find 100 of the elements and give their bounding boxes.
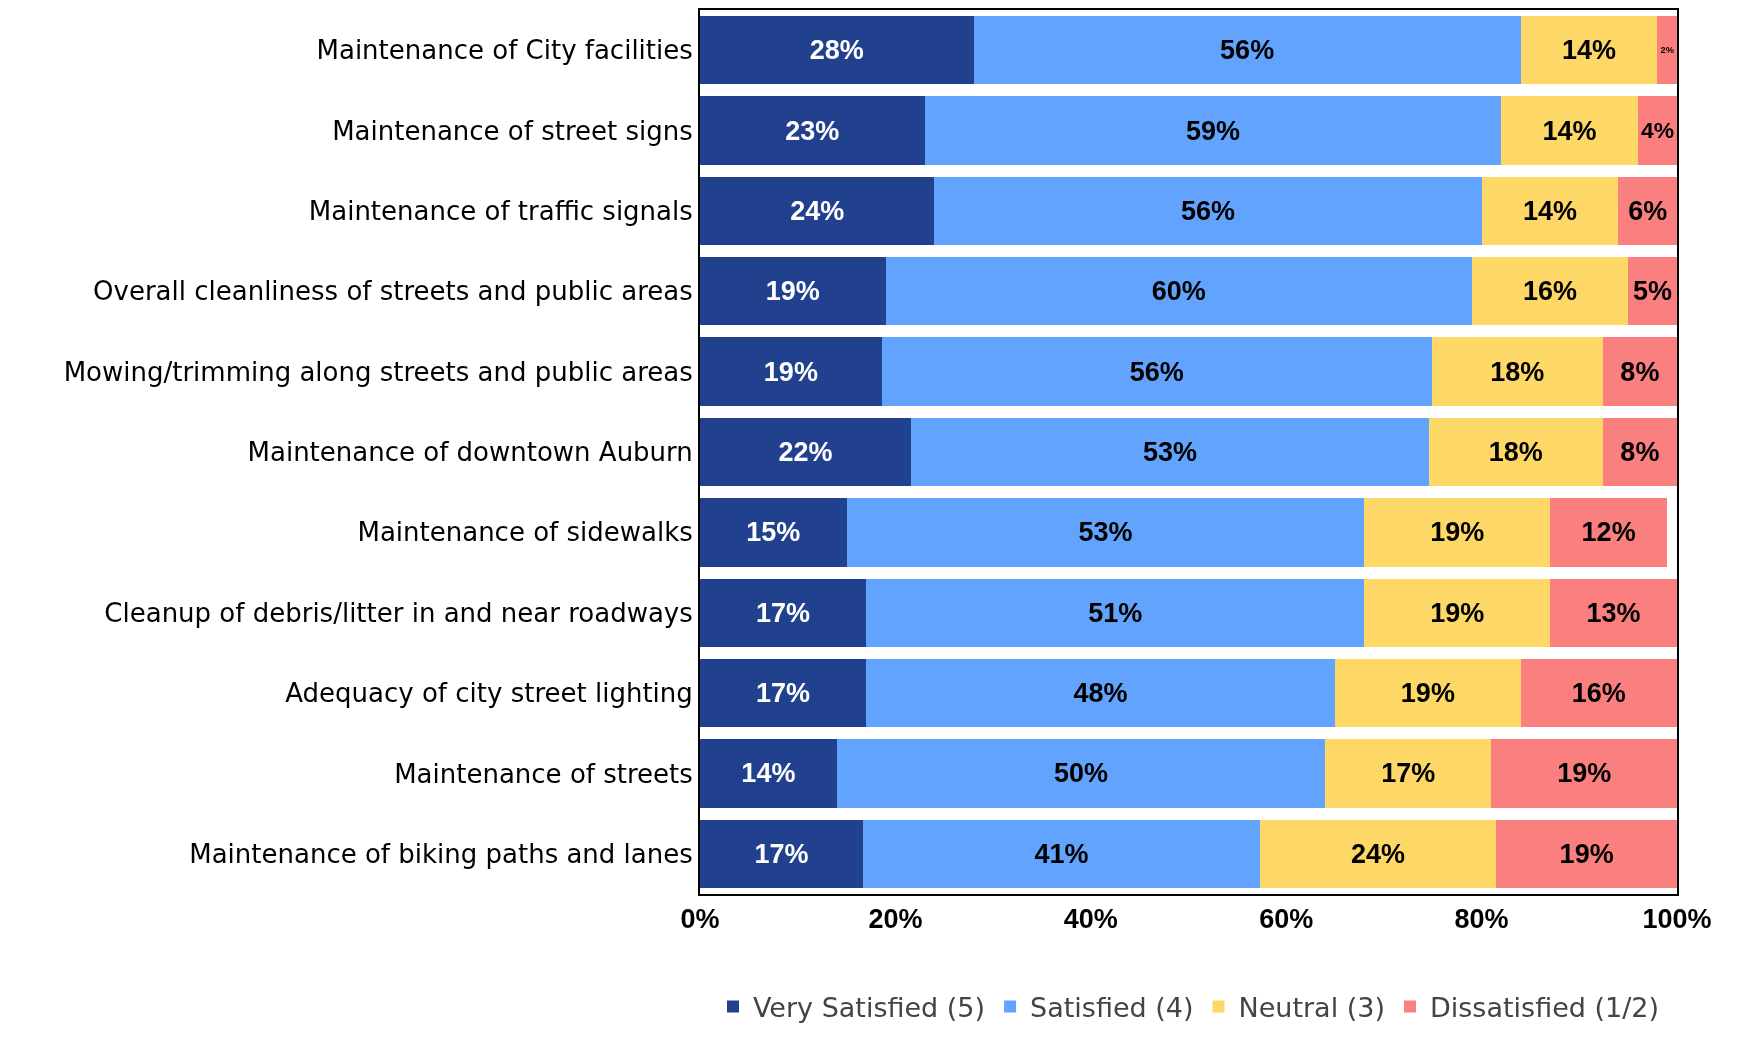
- data-label: 19%: [1559, 838, 1614, 869]
- bar: [700, 417, 912, 487]
- x-tick-label: 20%: [868, 904, 923, 935]
- data-label: 18%: [1490, 356, 1545, 387]
- data-label: 19%: [1430, 597, 1485, 628]
- data-label: 14%: [1562, 35, 1617, 66]
- data-label: 22%: [778, 437, 833, 467]
- data-label: 16%: [1522, 276, 1578, 307]
- bar: [700, 658, 867, 728]
- bar: [1657, 16, 1677, 85]
- y-tick-label: Maintenance of downtown Auburn: [247, 437, 693, 468]
- bar: [1431, 337, 1603, 406]
- data-label: 12%: [1581, 517, 1636, 548]
- bar: [1602, 337, 1677, 406]
- data-label: 2%: [1660, 45, 1675, 56]
- data-label: 28%: [809, 35, 864, 66]
- bar: [1325, 739, 1492, 808]
- bar: [1364, 498, 1550, 567]
- bar: [700, 819, 864, 888]
- data-label: 17%: [754, 838, 809, 869]
- data-label: 19%: [763, 356, 818, 387]
- bar: [866, 658, 1336, 728]
- bar: [1520, 16, 1658, 85]
- bar: [700, 739, 837, 808]
- y-tick-label: Maintenance of City facilities: [316, 35, 693, 66]
- data-label: 59%: [1185, 115, 1240, 146]
- data-label: 56%: [1220, 35, 1275, 66]
- data-label: 4%: [1640, 117, 1674, 144]
- data-label: 60%: [1151, 276, 1206, 307]
- bar: [1602, 417, 1677, 487]
- bar: [1481, 176, 1619, 246]
- data-label: 8%: [1620, 437, 1660, 467]
- data-label: 17%: [756, 597, 811, 628]
- bar: [1491, 739, 1677, 808]
- data-label: 41%: [1034, 838, 1089, 869]
- bar: [934, 176, 1482, 246]
- bar: [700, 498, 847, 567]
- bar: [700, 578, 867, 647]
- data-label: 56%: [1181, 195, 1236, 226]
- bar: [911, 417, 1429, 487]
- data-label: 19%: [1557, 758, 1612, 789]
- data-label: 14%: [1542, 115, 1597, 146]
- data-label: 6%: [1628, 195, 1668, 226]
- data-label: 14%: [741, 758, 796, 789]
- data-label: 50%: [1054, 758, 1109, 789]
- bar: [1520, 658, 1677, 728]
- y-tick-label: Mowing/trimming along streets and public areas: [63, 356, 693, 387]
- data-label: 15%: [746, 517, 801, 548]
- x-tick-label: 40%: [1063, 904, 1118, 935]
- bar: [846, 498, 1365, 567]
- y-tick-label: Maintenance of sidewalks: [357, 517, 693, 548]
- bar: [863, 819, 1260, 888]
- bar: [1549, 578, 1677, 647]
- bar: [885, 257, 1472, 326]
- data-label: 13%: [1586, 597, 1641, 628]
- y-tick-label: Overall cleanliness of streets and public areas: [93, 276, 693, 307]
- data-label: 16%: [1571, 678, 1626, 709]
- bar: [700, 176, 935, 246]
- y-tick-label: Maintenance of biking paths and lanes: [189, 838, 693, 869]
- data-label: 17%: [756, 678, 811, 709]
- bar: [973, 16, 1521, 85]
- x-tick-label: 80%: [1454, 904, 1509, 935]
- x-tick-label: 100%: [1642, 904, 1712, 935]
- data-label: 24%: [790, 195, 845, 226]
- data-label: 18%: [1488, 437, 1543, 467]
- bar: [866, 578, 1365, 647]
- x-tick-label: 60%: [1259, 904, 1314, 935]
- data-label: 53%: [1142, 437, 1197, 467]
- bar: [1335, 658, 1521, 728]
- bar: [700, 16, 974, 85]
- y-tick-label: Adequacy of city street lighting: [285, 678, 693, 709]
- data-label: 8%: [1620, 356, 1660, 387]
- x-tick-label: 0%: [680, 904, 720, 935]
- bar: [881, 337, 1432, 406]
- y-tick-label: Maintenance of streets: [394, 758, 693, 789]
- bar: [1549, 498, 1668, 567]
- data-label: 19%: [1430, 517, 1485, 548]
- data-label: 19%: [1400, 678, 1455, 709]
- bar: [700, 96, 925, 165]
- bar: [924, 96, 1502, 165]
- bar: [1496, 819, 1677, 888]
- bar: [1428, 417, 1603, 487]
- bar: [1259, 819, 1497, 888]
- bar: [1501, 96, 1638, 165]
- legend-label: Neutral (3): [1238, 991, 1385, 1023]
- legend-label: Satisfied (4): [1030, 991, 1194, 1023]
- data-label: 51%: [1088, 597, 1143, 628]
- y-tick-label: Maintenance of traffic signals: [308, 196, 693, 227]
- data-label: 53%: [1078, 517, 1133, 548]
- data-label: 17%: [1381, 758, 1436, 789]
- y-tick-label: Cleanup of debris/litter in and near roadways: [104, 597, 693, 628]
- bar: [1364, 578, 1550, 647]
- legend-label: Very Satisfied (5): [753, 991, 986, 1023]
- data-label: 23%: [785, 115, 840, 146]
- y-tick-label: Maintenance of street signs: [332, 115, 693, 146]
- legend-label: Dissatisfied (1/2): [1430, 991, 1659, 1023]
- bar: [700, 337, 882, 406]
- data-label: 24%: [1351, 838, 1406, 869]
- data-label: 19%: [765, 276, 820, 307]
- data-label: 48%: [1073, 678, 1128, 709]
